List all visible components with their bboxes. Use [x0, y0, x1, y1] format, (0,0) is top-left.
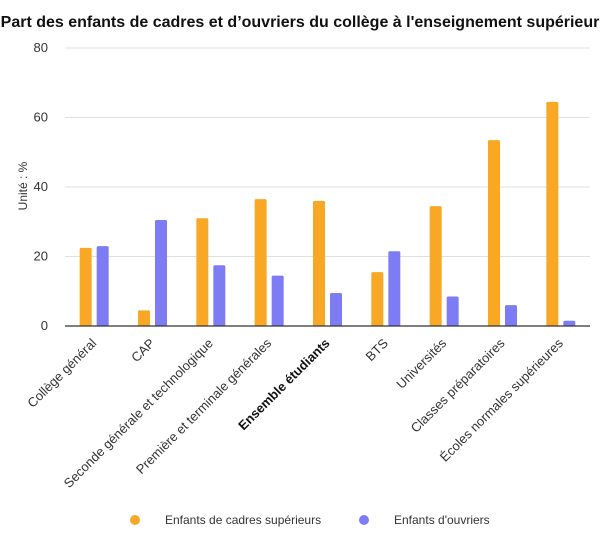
bar-cadres — [196, 218, 209, 326]
bar-ouvriers — [446, 296, 459, 326]
x-tick-label: Écoles normales supérieures — [437, 335, 566, 464]
y-axis-label: Unité : % — [16, 161, 30, 210]
bar-ouvriers — [388, 251, 401, 326]
y-tick-label: 20 — [34, 249, 48, 264]
y-tick-label: 40 — [34, 179, 48, 194]
y-tick-label: 60 — [34, 110, 48, 125]
bar-ouvriers — [330, 292, 342, 326]
bar-ouvriers — [213, 265, 226, 326]
bars — [79, 101, 576, 326]
x-tick-label: CAP — [128, 336, 158, 366]
y-axis-ticks: 0 20 40 60 80 — [34, 40, 48, 333]
gridlines — [65, 47, 590, 257]
bar-ouvriers — [563, 320, 576, 326]
legend-label: Enfants d'ouvriers — [394, 513, 490, 527]
bar-cadres — [546, 101, 559, 326]
bar-cadres — [313, 200, 325, 326]
bar-cadres — [429, 206, 442, 326]
bar-ouvriers — [505, 305, 517, 326]
bar-cadres — [488, 140, 500, 326]
x-tick-label: Collège général — [24, 335, 99, 410]
x-tick-label: Universités — [393, 335, 449, 391]
chart-title: Part des enfants de cadres et d’ouvriers… — [1, 14, 600, 31]
legend-marker — [359, 515, 369, 525]
legend-label: Enfants de cadres supérieurs — [165, 513, 321, 527]
bar-cadres — [138, 310, 150, 326]
bar-cadres — [371, 272, 384, 326]
x-tick-label: BTS — [362, 335, 391, 364]
bar-ouvriers — [271, 275, 284, 326]
legend-marker — [130, 515, 140, 525]
legend: Enfants de cadres supérieurs Enfants d'ou… — [130, 513, 490, 527]
bar-cadres — [79, 247, 92, 326]
bar-ouvriers — [96, 246, 109, 326]
bar-cadres — [254, 199, 267, 326]
y-tick-label: 80 — [34, 40, 48, 55]
bar-ouvriers — [155, 220, 167, 326]
y-tick-label: 0 — [41, 318, 48, 333]
